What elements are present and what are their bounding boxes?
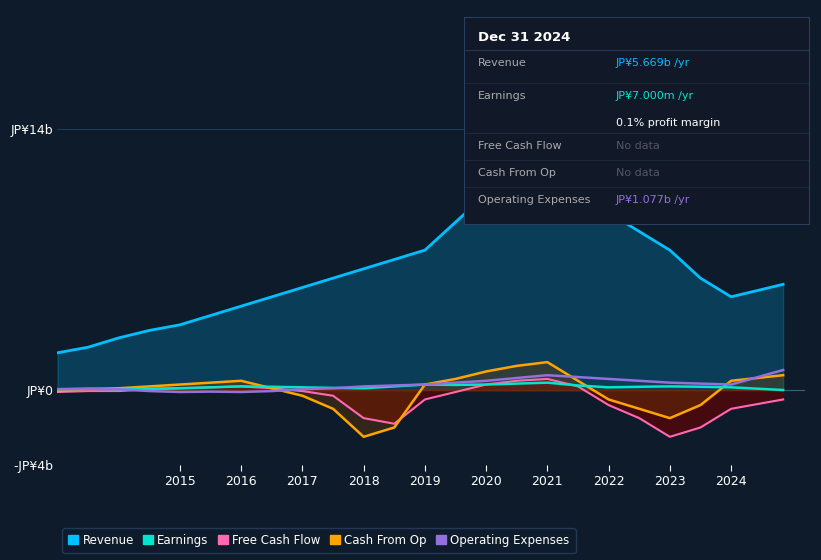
Text: No data: No data: [616, 141, 659, 151]
Text: Earnings: Earnings: [478, 91, 526, 101]
Text: JP¥7.000m /yr: JP¥7.000m /yr: [616, 91, 694, 101]
Text: No data: No data: [616, 168, 659, 178]
Text: JP¥1.077b /yr: JP¥1.077b /yr: [616, 195, 690, 205]
Text: Dec 31 2024: Dec 31 2024: [478, 31, 570, 44]
Text: Revenue: Revenue: [478, 58, 526, 68]
Text: Cash From Op: Cash From Op: [478, 168, 556, 178]
Text: Operating Expenses: Operating Expenses: [478, 195, 590, 205]
Text: Free Cash Flow: Free Cash Flow: [478, 141, 562, 151]
Legend: Revenue, Earnings, Free Cash Flow, Cash From Op, Operating Expenses: Revenue, Earnings, Free Cash Flow, Cash …: [62, 528, 576, 553]
Text: 0.1% profit margin: 0.1% profit margin: [616, 118, 720, 128]
Text: JP¥5.669b /yr: JP¥5.669b /yr: [616, 58, 690, 68]
